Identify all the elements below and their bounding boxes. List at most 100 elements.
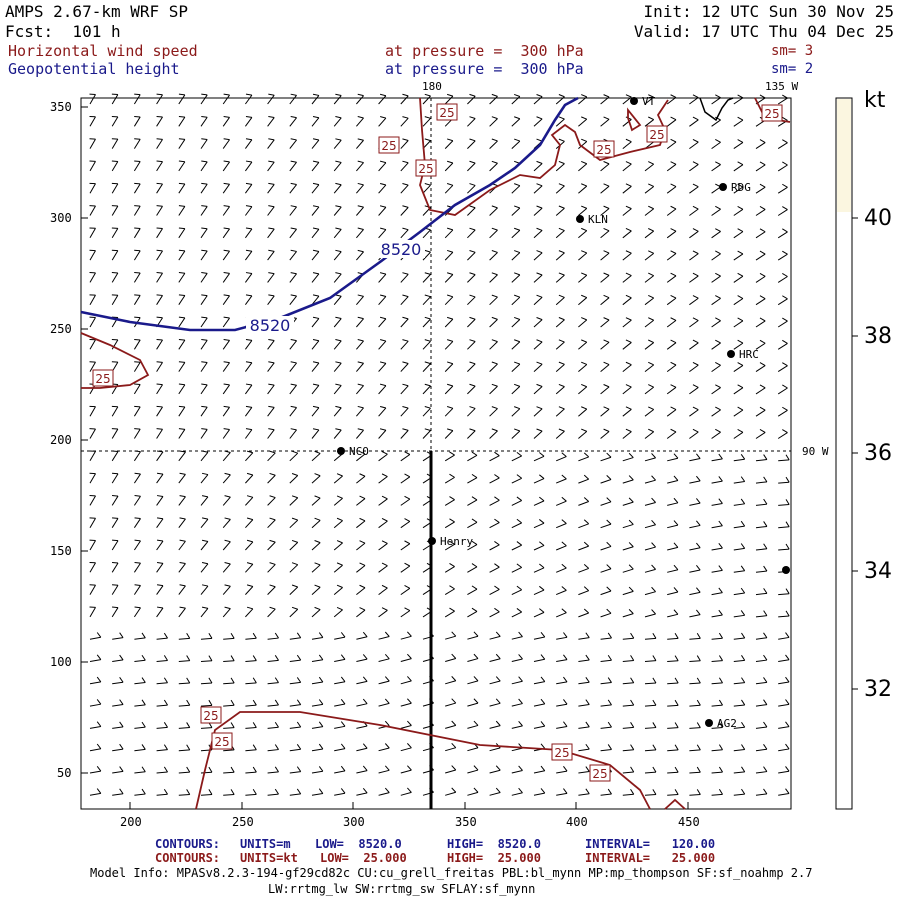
wind-barb-flag (335, 272, 342, 275)
wind-barb (267, 474, 276, 484)
wind-barb-flag (290, 227, 297, 230)
wind-barb-flag (141, 699, 146, 706)
wind-barb-flag (763, 476, 768, 483)
wind-barb-flag (178, 115, 185, 118)
wind-barb (644, 252, 654, 261)
y-tick-label: 350 (50, 100, 72, 114)
wind-barb (644, 479, 656, 484)
wind-barb-flag (290, 115, 297, 119)
wind-barb-flag (740, 610, 746, 616)
wind-barb-flag (449, 563, 455, 567)
wind-barb-flag (245, 383, 252, 386)
wind-barb (666, 186, 677, 194)
wind-barb (600, 748, 612, 752)
wind-barb (89, 473, 96, 484)
wind-barb-flag (290, 405, 297, 409)
wind-barb (222, 406, 230, 417)
wind-barb (644, 342, 654, 350)
wind-barb (333, 385, 342, 395)
wind-barb-flag (446, 294, 454, 298)
wind-barb-flag (336, 540, 343, 544)
wind-barb-flag (163, 677, 168, 684)
wind-barb-flag (314, 540, 321, 544)
wind-barb-flag (603, 339, 610, 343)
wind-barb-flag (201, 584, 209, 587)
wind-barb (733, 547, 745, 551)
wind-barb-flag (340, 788, 346, 794)
wind-barb (533, 274, 543, 283)
wind-barb (289, 295, 297, 306)
wind-barb-flag (536, 183, 543, 187)
wind-barb (511, 636, 523, 640)
wind-barb (689, 569, 701, 573)
wind-barb-flag (186, 766, 191, 773)
wind-barb (222, 384, 230, 395)
wind-barb (111, 228, 119, 239)
wind-barb (178, 384, 186, 395)
wind-barb-flag (274, 655, 279, 661)
wind-barb (200, 541, 209, 551)
wind-barb (733, 364, 744, 373)
wind-barb (422, 251, 431, 261)
wind-barb-flag (314, 606, 321, 611)
wind-barb (600, 252, 610, 261)
wind-barb (112, 637, 124, 640)
wind-barb (755, 459, 767, 462)
wind-barb-flag (759, 295, 766, 300)
wind-barb-flag (156, 93, 163, 96)
wind-barb (711, 704, 723, 707)
wind-barb-flag (696, 453, 701, 459)
wind-barb-flag (223, 405, 230, 408)
wind-barb (444, 274, 454, 283)
wind-barb-flag (449, 451, 455, 456)
wind-barb (489, 430, 498, 439)
wind-barb (511, 274, 521, 283)
wind-barb (445, 747, 456, 752)
wind-barb-flag (201, 160, 208, 163)
wind-barb-flag (119, 654, 124, 661)
wind-barb-flag (603, 272, 610, 276)
wind-barb (156, 473, 164, 484)
wind-barb-flag (269, 517, 276, 521)
wind-barb-flag (737, 384, 744, 389)
wind-barb-flag (581, 361, 587, 365)
wind-barb (156, 116, 163, 127)
wind-barb-flag (625, 250, 632, 254)
wind-barb (311, 726, 323, 729)
wind-barb (755, 659, 767, 662)
meridian-label-135w: 135 W (765, 80, 799, 93)
wind-barb (178, 429, 186, 439)
wind-barb (200, 228, 208, 239)
wind-barb (89, 138, 96, 149)
wind-barb (89, 250, 96, 261)
wind-barb-flag (156, 383, 163, 386)
wind-barb-flag (674, 766, 679, 773)
wind-barb-flag (514, 339, 520, 343)
wind-barb (555, 341, 565, 350)
wind-barb-flag (424, 116, 431, 119)
wind-barb-flag (741, 632, 746, 639)
wind-barb-flag (381, 562, 388, 567)
wind-barb (600, 793, 612, 796)
wind-barb-flag (583, 608, 590, 614)
wind-barb-flag (673, 453, 679, 459)
wind-barb (711, 793, 723, 796)
wind-barb-flag (312, 93, 320, 96)
wind-barb-flag (782, 429, 788, 434)
x-tick-label: 400 (566, 815, 588, 829)
wind-barb-flag (156, 182, 163, 185)
wind-barb (644, 208, 654, 216)
wind-barb (133, 116, 141, 127)
wind-barb (444, 251, 454, 261)
wind-barb (444, 341, 454, 350)
wind-barb-flag (446, 93, 454, 97)
wind-barb (711, 231, 721, 239)
wind-barb (666, 230, 677, 239)
wind-barb-flag (245, 205, 252, 208)
wind-barb (244, 250, 253, 261)
wind-barb-flag (379, 405, 387, 409)
wind-barb-flag (536, 383, 543, 387)
wind-barb (489, 725, 501, 729)
wind-barb (755, 186, 766, 194)
